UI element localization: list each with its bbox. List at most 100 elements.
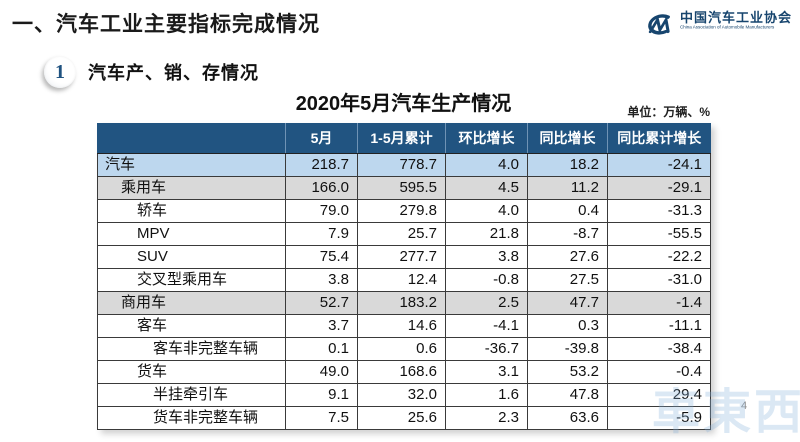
section-title: 汽车产、销、存情况 bbox=[88, 63, 259, 83]
value-cell: -31.0 bbox=[607, 268, 711, 292]
table-row: 客车 3.7 14.6 -4.1 0.3 -11.1 bbox=[97, 314, 711, 338]
row-label-cell: SUV bbox=[97, 245, 286, 269]
value-cell: 4.0 bbox=[445, 199, 528, 223]
value-cell: 21.8 bbox=[445, 222, 528, 246]
value-cell: -1.4 bbox=[607, 291, 711, 315]
value-cell: 47.7 bbox=[527, 291, 608, 315]
logo-name-en: China Association of Automobile Manufact… bbox=[679, 25, 775, 31]
value-cell: 29.4 bbox=[607, 383, 711, 407]
table-row: 交叉型乘用车 3.8 12.4 -0.8 27.5 -31.0 bbox=[97, 268, 711, 292]
value-cell: 0.3 bbox=[527, 314, 608, 338]
row-label-cell: 轿车 bbox=[97, 199, 286, 223]
table-row: 货车 49.0 168.6 3.1 53.2 -0.4 bbox=[97, 360, 711, 384]
row-label-cell: 交叉型乘用车 bbox=[97, 268, 286, 292]
value-cell: -39.8 bbox=[527, 337, 608, 361]
value-cell: 25.7 bbox=[357, 222, 446, 246]
value-cell: -4.1 bbox=[445, 314, 528, 338]
page-number: 4 bbox=[741, 400, 748, 412]
column-header-3: 环比增长 bbox=[445, 123, 528, 154]
table-row: 商用车 52.7 183.2 2.5 47.7 -1.4 bbox=[97, 291, 711, 315]
value-cell: 7.9 bbox=[285, 222, 358, 246]
value-cell: 12.4 bbox=[357, 268, 446, 292]
table-body: 汽车 218.7 778.7 4.0 18.2 -24.1 乘用车 166.0 595.5 4.5… bbox=[97, 153, 711, 430]
value-cell: 32.0 bbox=[357, 383, 446, 407]
value-cell: 4.5 bbox=[445, 176, 528, 200]
value-cell: 25.6 bbox=[357, 406, 446, 430]
value-cell: 595.5 bbox=[357, 176, 446, 200]
value-cell: 2.3 bbox=[445, 406, 528, 430]
row-label-cell: 货车 bbox=[97, 360, 286, 384]
cam-logo-icon bbox=[641, 12, 675, 41]
value-cell: 7.5 bbox=[285, 406, 358, 430]
table-title: 2020年5月汽车生产情况 bbox=[295, 93, 512, 115]
row-label-cell: MPV bbox=[97, 222, 286, 246]
table-row: 半挂牵引车 9.1 32.0 1.6 47.8 29.4 bbox=[97, 383, 711, 407]
logo-name-cn: 中国汽车工业协会 bbox=[679, 10, 792, 25]
value-cell: -0.8 bbox=[445, 268, 528, 292]
value-cell: 11.2 bbox=[527, 176, 608, 200]
value-cell: -36.7 bbox=[445, 337, 528, 361]
value-cell: -22.2 bbox=[607, 245, 711, 269]
value-cell: 277.7 bbox=[357, 245, 446, 269]
table-row: 汽车 218.7 778.7 4.0 18.2 -24.1 bbox=[97, 153, 711, 177]
value-cell: 183.2 bbox=[357, 291, 446, 315]
value-cell: -31.3 bbox=[607, 199, 711, 223]
column-header-2: 1-5月累计 bbox=[357, 123, 446, 154]
value-cell: -55.5 bbox=[607, 222, 711, 246]
value-cell: 0.1 bbox=[285, 337, 358, 361]
column-header-1: 5月 bbox=[285, 123, 358, 154]
table-row: 客车非完整车辆 0.1 0.6 -36.7 -39.8 -38.4 bbox=[97, 337, 711, 361]
value-cell: 4.0 bbox=[445, 153, 528, 177]
row-label-cell: 客车 bbox=[97, 314, 286, 338]
production-table: 5月 1-5月累计 环比增长 同比增长 同比累计增长 汽车 218.7 778.7 4.0 18… bbox=[97, 123, 711, 430]
table-row: 货车非完整车辆 7.5 25.6 2.3 63.6 -5.9 bbox=[97, 406, 711, 430]
table-row: SUV 75.4 277.7 3.8 27.6 -22.2 bbox=[97, 245, 711, 269]
column-header-0 bbox=[97, 123, 286, 154]
section-heading: 1 汽车产、销、存情况 bbox=[44, 56, 259, 88]
value-cell: -38.4 bbox=[607, 337, 711, 361]
row-label-cell: 货车非完整车辆 bbox=[97, 406, 286, 430]
column-header-5: 同比累计增长 bbox=[607, 123, 711, 154]
table-row: 乘用车 166.0 595.5 4.5 11.2 -29.1 bbox=[97, 176, 711, 200]
page-title: 一、汽车工业主要指标完成情况 bbox=[12, 13, 320, 36]
table-row: 轿车 79.0 279.8 4.0 0.4 -31.3 bbox=[97, 199, 711, 223]
value-cell: 27.6 bbox=[527, 245, 608, 269]
value-cell: 3.8 bbox=[285, 268, 358, 292]
cam-association-logo: 中国汽车工业协会 China Association of Automobile… bbox=[641, 10, 792, 41]
unit-note: 单位：万辆、% bbox=[627, 105, 710, 119]
value-cell: 279.8 bbox=[357, 199, 446, 223]
value-cell: 166.0 bbox=[285, 176, 358, 200]
value-cell: -24.1 bbox=[607, 153, 711, 177]
value-cell: 52.7 bbox=[285, 291, 358, 315]
value-cell: -11.1 bbox=[607, 314, 711, 338]
value-cell: 2.5 bbox=[445, 291, 528, 315]
value-cell: 0.4 bbox=[527, 199, 608, 223]
row-label-cell: 商用车 bbox=[97, 291, 286, 315]
value-cell: -5.9 bbox=[607, 406, 711, 430]
value-cell: 18.2 bbox=[527, 153, 608, 177]
column-header-4: 同比增长 bbox=[527, 123, 608, 154]
value-cell: 63.6 bbox=[527, 406, 608, 430]
row-label-cell: 半挂牵引车 bbox=[97, 383, 286, 407]
section-number-badge: 1 bbox=[44, 56, 76, 88]
value-cell: 168.6 bbox=[357, 360, 446, 384]
row-label-cell: 乘用车 bbox=[97, 176, 286, 200]
row-label-cell: 汽车 bbox=[97, 153, 286, 177]
value-cell: 3.7 bbox=[285, 314, 358, 338]
value-cell: 27.5 bbox=[527, 268, 608, 292]
value-cell: 778.7 bbox=[357, 153, 446, 177]
value-cell: 218.7 bbox=[285, 153, 358, 177]
value-cell: 3.8 bbox=[445, 245, 528, 269]
value-cell: 1.6 bbox=[445, 383, 528, 407]
value-cell: 53.2 bbox=[527, 360, 608, 384]
table-row: MPV 7.9 25.7 21.8 -8.7 -55.5 bbox=[97, 222, 711, 246]
value-cell: 9.1 bbox=[285, 383, 358, 407]
value-cell: 75.4 bbox=[285, 245, 358, 269]
value-cell: -29.1 bbox=[607, 176, 711, 200]
value-cell: 0.6 bbox=[357, 337, 446, 361]
value-cell: 47.8 bbox=[527, 383, 608, 407]
value-cell: 49.0 bbox=[285, 360, 358, 384]
value-cell: 79.0 bbox=[285, 199, 358, 223]
value-cell: -8.7 bbox=[527, 222, 608, 246]
table-header-row: 5月 1-5月累计 环比增长 同比增长 同比累计增长 bbox=[97, 123, 711, 154]
